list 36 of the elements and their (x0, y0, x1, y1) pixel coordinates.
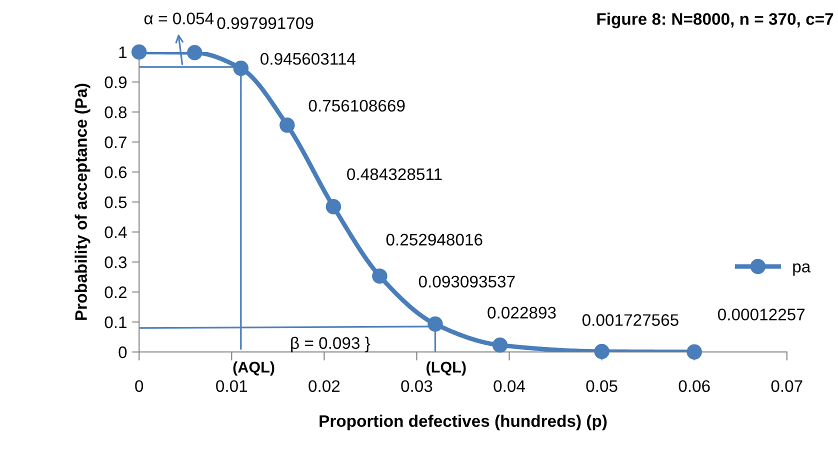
x-tick-label: 0.06 (678, 380, 710, 392)
data-label: 0.756108669 (308, 100, 405, 112)
annotation: β = 0.093 } (291, 336, 370, 352)
text: (LQL) (426, 361, 466, 376)
y-tick-label: 0.3 (104, 256, 127, 268)
data-label: 0.093093537 (418, 276, 515, 288)
data-label: 0.945603114 (260, 52, 356, 65)
y-tick-label: 0.5 (104, 196, 127, 208)
x-tick-label: 0.07 (771, 380, 802, 392)
y-axis-title: Probability of acceptance (Pa) (74, 84, 90, 320)
x-tick-label: 0.05 (586, 380, 618, 392)
text: (AQL) (233, 361, 274, 376)
chart-title: Figure 8: N=8000, n = 370, c=7 (597, 12, 834, 28)
x-tick-label: 0.01 (216, 380, 248, 392)
legend-label: pa (793, 263, 811, 276)
y-tick-label: 0.2 (104, 286, 126, 298)
data-label: 0.001727565 (582, 314, 678, 326)
x-axis-title: Proportion defectives (hundreds) (p) (320, 414, 607, 430)
y-tick-label: 1 (119, 46, 126, 58)
y-tick-label: 0.9 (104, 76, 127, 88)
x-tick-label: 0.04 (494, 380, 525, 392)
x-tick-label: 0.03 (401, 380, 432, 392)
y-tick-label: 0.7 (104, 136, 126, 148)
x-tick-label: 0.02 (308, 380, 340, 392)
x-tick-label: 0 (135, 380, 144, 392)
y-tick-label: 0.8 (104, 106, 127, 118)
annotation: α = 0.054 (144, 12, 214, 24)
data-label: 0.252948016 (386, 234, 482, 246)
y-tick-label: 0.1 (104, 316, 126, 328)
data-label: 0.00012257 (718, 308, 805, 320)
data-label: 0.997991709 (217, 17, 314, 30)
y-tick-label: 0 (118, 346, 127, 358)
data-label: 0.022893 (488, 306, 556, 319)
y-tick-label: 0.6 (104, 166, 127, 178)
y-tick-label: 0.4 (104, 226, 127, 238)
data-label: 0.484328511 (347, 168, 442, 180)
